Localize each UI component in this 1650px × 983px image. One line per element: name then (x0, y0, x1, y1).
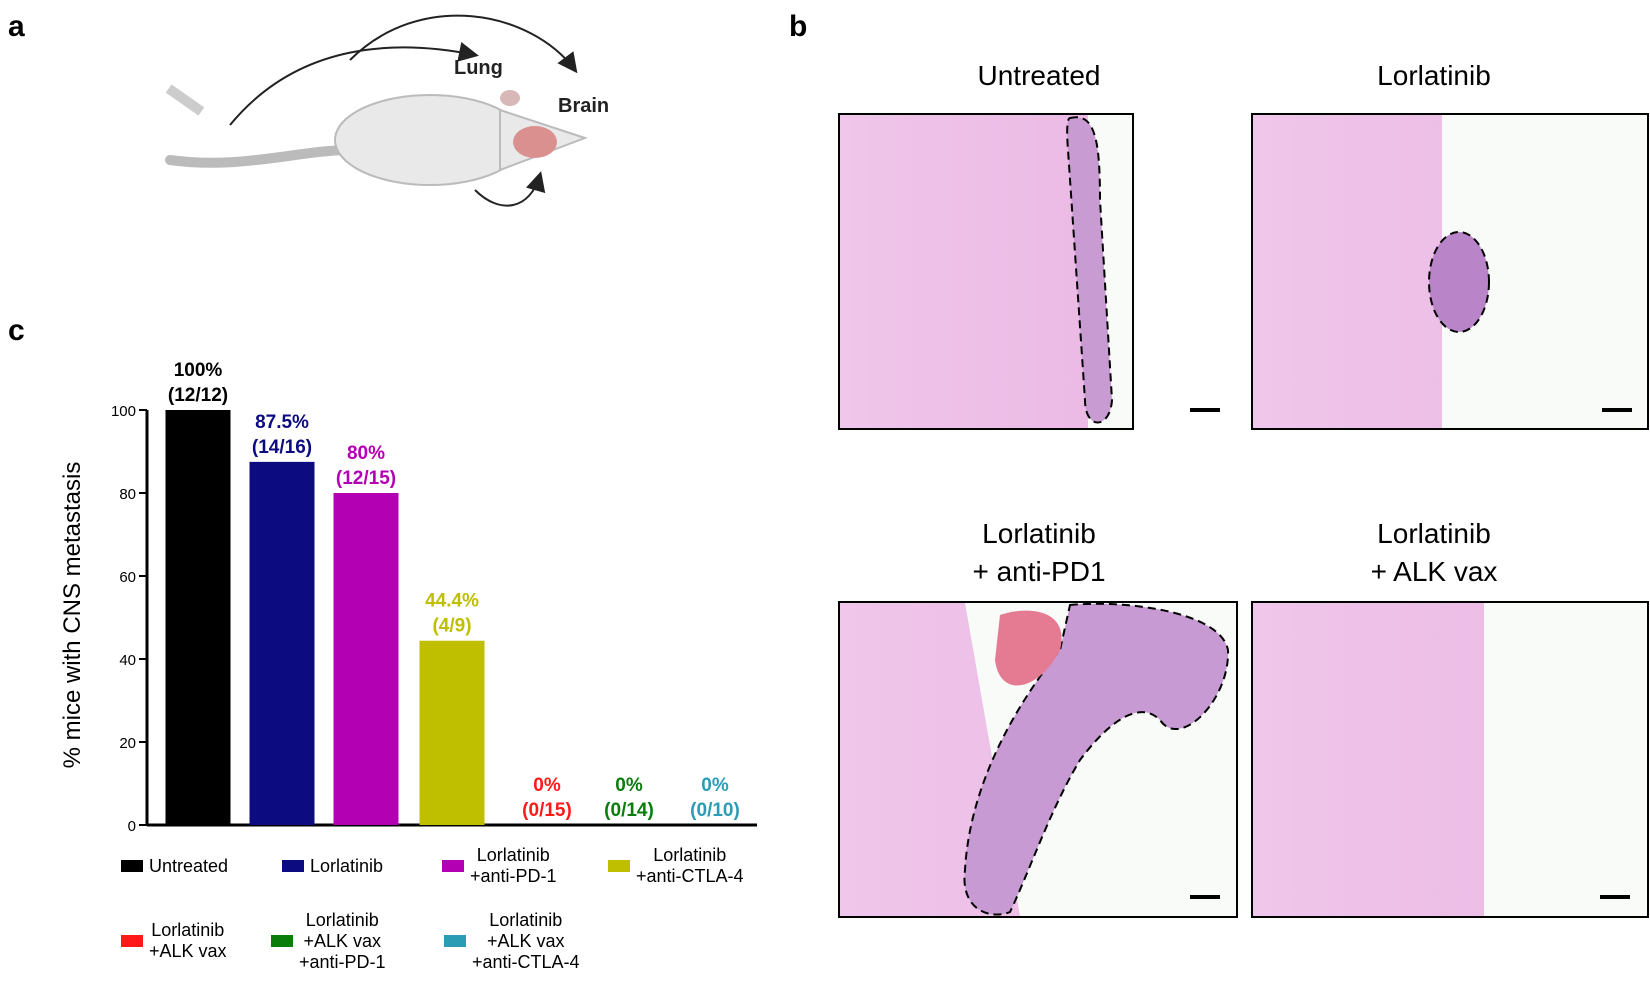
count-label: (12/12) (168, 385, 228, 406)
value-label: 0% (701, 775, 729, 796)
legend-swatch (608, 860, 630, 872)
mouse-diagram (165, 14, 589, 207)
y-axis-label: % mice with CNS metastasis (59, 462, 86, 769)
count-label: (4/9) (432, 616, 471, 637)
legend-label: Untreated (149, 855, 229, 876)
image-title: Untreated (977, 60, 1101, 91)
y-tick-label: 100 (111, 403, 136, 420)
image-title: Lorlatinib + ALK vax (1370, 518, 1498, 587)
bar (419, 640, 485, 825)
legend-swatch (442, 860, 464, 872)
y-tick-label: 20 (119, 735, 136, 752)
diagram-label: Lung (454, 57, 503, 79)
legend-swatch (282, 860, 304, 872)
y-tick-label: 0 (128, 818, 136, 835)
legend-swatch (444, 935, 466, 947)
value-label: 87.5% (255, 412, 309, 433)
value-label: 44.4% (425, 591, 479, 612)
y-tick-label: 40 (119, 652, 136, 669)
legend-label: Lorlatinib (310, 855, 384, 876)
legend-label: Lorlatinib +anti-PD-1 (470, 845, 557, 886)
legend-label: Lorlatinib +anti-CTLA-4 (636, 845, 744, 886)
legend-label: Lorlatinib +ALK vax (149, 920, 227, 961)
histology-image (838, 601, 1238, 918)
panel-label: c (8, 314, 25, 347)
bar (165, 410, 231, 825)
bar (249, 461, 315, 825)
histology-image (1251, 601, 1649, 918)
panel-label: b (789, 10, 807, 43)
legend-label: Lorlatinib +ALK vax +anti-PD-1 (299, 909, 386, 972)
legend-label: Lorlatinib +ALK vax +anti-CTLA-4 (472, 909, 580, 972)
y-tick-label: 80 (119, 486, 136, 503)
count-label: (14/16) (252, 437, 312, 458)
histology-image (1251, 113, 1649, 430)
image-title: Lorlatinib (1377, 60, 1491, 91)
count-label: (0/15) (522, 800, 572, 821)
value-label: 0% (615, 775, 643, 796)
count-label: (0/10) (690, 800, 740, 821)
y-tick-label: 60 (119, 569, 136, 586)
panel-label: a (8, 10, 25, 43)
legend-swatch (121, 860, 143, 872)
histology-image (838, 113, 1220, 430)
count-label: (0/14) (604, 800, 654, 821)
diagram-label: Brain (558, 95, 609, 117)
image-title: Lorlatinib + anti-PD1 (972, 518, 1106, 587)
bar (333, 493, 399, 825)
count-label: (12/15) (336, 468, 396, 489)
value-label: 100% (174, 360, 223, 381)
value-label: 80% (347, 443, 385, 464)
legend-swatch (121, 935, 143, 947)
legend-swatch (271, 935, 293, 947)
value-label: 0% (533, 775, 561, 796)
